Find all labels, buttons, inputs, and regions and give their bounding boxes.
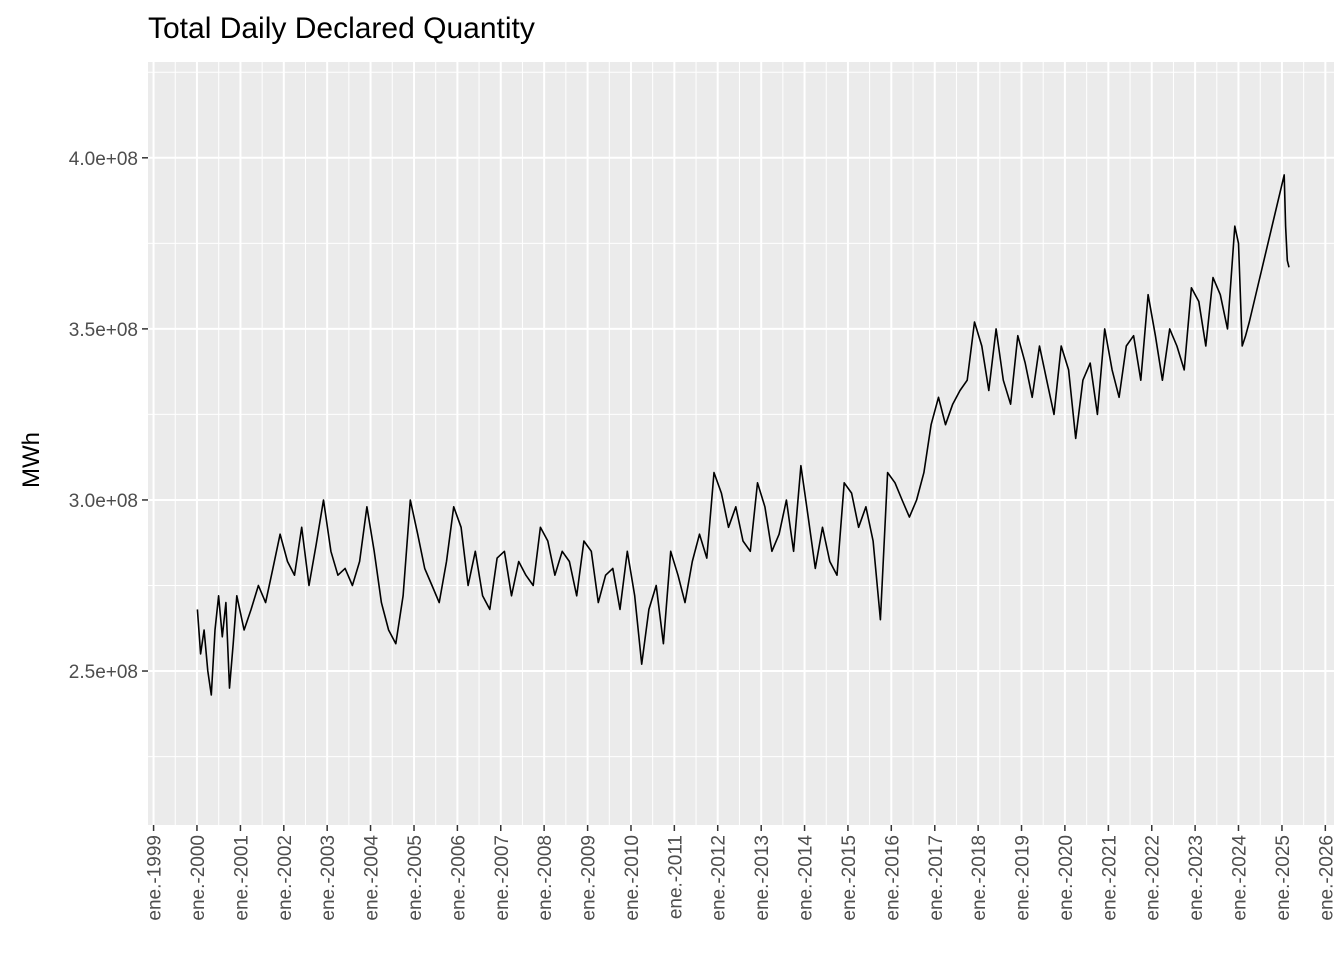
x-tick-label: ene.-2025	[1273, 835, 1294, 921]
x-tick-label: ene.-2012	[709, 835, 730, 921]
x-tick-label: ene.-2008	[535, 835, 556, 921]
x-tick-label: ene.-2010	[622, 835, 643, 921]
series-layer	[196, 174, 1290, 696]
minor-gridlines	[148, 62, 1334, 825]
x-tick-label: ene.-2015	[839, 835, 860, 921]
x-tick-label: ene.-2023	[1186, 835, 1207, 921]
x-tick-label: ene.-2002	[275, 835, 296, 921]
x-tick-label: ene.-2013	[752, 835, 773, 921]
x-tick-label: ene.-2000	[188, 835, 209, 921]
major-gridlines	[148, 62, 1334, 825]
x-tick-label: ene.-2003	[318, 835, 339, 921]
x-tick-label: ene.-2021	[1099, 835, 1120, 921]
x-tick-label: ene.-1999	[145, 835, 166, 921]
x-tick-label: ene.-2007	[492, 835, 513, 921]
x-tick-label: ene.-2001	[231, 835, 252, 921]
x-tick-label: ene.-2024	[1229, 835, 1250, 921]
x-tick-label: ene.-2009	[579, 835, 600, 921]
x-tick-label: ene.-2018	[969, 835, 990, 921]
x-tick-label: ene.-2022	[1143, 835, 1164, 921]
y-tick-label: 3.0e+08	[69, 491, 138, 512]
x-tick-label: ene.-2004	[362, 835, 383, 921]
series-line	[196, 174, 1290, 696]
y-axis: 2.5e+08 3.0e+08 3.5e+08 4.0e+08	[69, 149, 148, 683]
y-tick-label: 3.5e+08	[69, 320, 138, 341]
x-tick-label: ene.-2011	[665, 835, 686, 919]
x-tick-label: ene.-2026	[1316, 835, 1337, 921]
x-axis: ene.-1999 ene.-2000 ene.-2001 ene.-2002 ene.…	[145, 825, 1337, 921]
x-tick-label: ene.-2014	[796, 835, 817, 921]
x-tick-label: ene.-2006	[448, 835, 469, 921]
chart-title: Total Daily Declared Quantity	[148, 12, 535, 45]
plot-panel	[148, 62, 1334, 825]
x-tick-label: ene.-2017	[926, 835, 947, 921]
x-tick-label: ene.-2019	[1013, 835, 1034, 921]
x-tick-label: ene.-2016	[882, 835, 903, 921]
y-tick-label: 2.5e+08	[69, 662, 138, 683]
x-tick-label: ene.-2005	[405, 835, 426, 921]
y-tick-label: 4.0e+08	[69, 149, 138, 170]
x-tick-label: ene.-2020	[1056, 835, 1077, 921]
